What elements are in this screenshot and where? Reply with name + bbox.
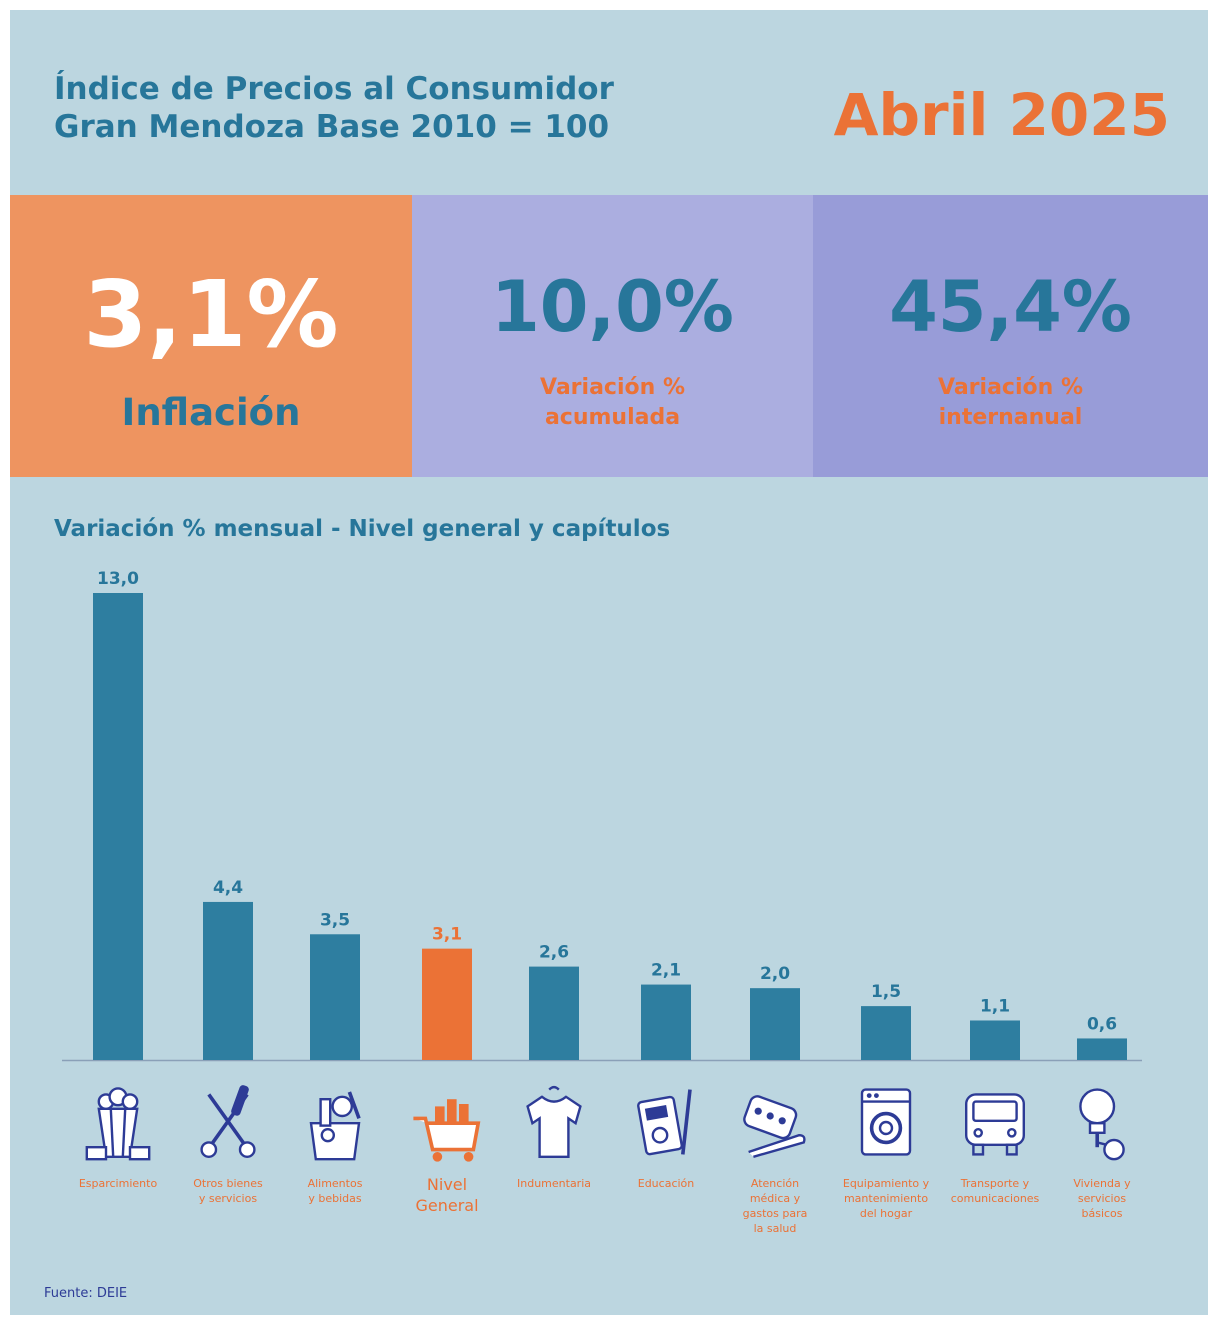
category-label-9: Vivienda y servicios básicos xyxy=(1047,1176,1157,1221)
bar-value-label-5: 2,1 xyxy=(651,961,681,981)
bar-6 xyxy=(750,988,800,1060)
bar-value-label-3: 3,1 xyxy=(432,925,462,945)
category-label-1: Otros bienes y servicios xyxy=(173,1176,283,1206)
category-label-4: Indumentaria xyxy=(499,1176,609,1191)
bar-0 xyxy=(93,593,143,1060)
category-label-0: Esparcimiento xyxy=(63,1176,173,1191)
bar-value-label-9: 0,6 xyxy=(1087,1014,1117,1034)
bar-1 xyxy=(203,902,253,1060)
category-label-8: Transporte y comunicaciones xyxy=(940,1176,1050,1206)
bar-8 xyxy=(970,1020,1020,1060)
bar-3 xyxy=(422,949,472,1060)
bar-2 xyxy=(310,934,360,1060)
bar-value-label-4: 2,6 xyxy=(539,943,569,963)
category-label-6: Atención médica y gastos para la salud xyxy=(720,1176,830,1236)
calculator-icon xyxy=(630,1082,702,1166)
category-label-2: Alimentos y bebidas xyxy=(280,1176,390,1206)
pills-icon xyxy=(739,1082,811,1166)
bar-value-label-7: 1,5 xyxy=(871,982,901,1002)
bar-value-label-6: 2,0 xyxy=(760,964,790,984)
bar-value-label-0: 13,0 xyxy=(97,569,139,589)
bar-value-label-2: 3,5 xyxy=(320,910,350,930)
tshirt-icon xyxy=(518,1082,590,1166)
bar-9 xyxy=(1077,1038,1127,1060)
washing-machine-icon xyxy=(850,1082,922,1166)
shopping-cart-icon xyxy=(411,1082,483,1166)
bar-7 xyxy=(861,1006,911,1060)
scissors-icon xyxy=(192,1082,264,1166)
category-label-3: Nivel General xyxy=(392,1174,502,1216)
bar-5 xyxy=(641,985,691,1060)
lightbulb-key-icon xyxy=(1066,1082,1138,1166)
popcorn-icon xyxy=(82,1082,154,1166)
bar-value-label-1: 4,4 xyxy=(213,878,243,898)
category-label-5: Educación xyxy=(611,1176,721,1191)
bar-4 xyxy=(529,967,579,1060)
source-note: Fuente: DEIE xyxy=(44,1286,127,1301)
bar-value-label-8: 1,1 xyxy=(980,996,1010,1016)
grocery-bag-icon xyxy=(299,1082,371,1166)
category-label-7: Equipamiento y mantenimiento del hogar xyxy=(831,1176,941,1221)
bus-icon xyxy=(959,1082,1031,1166)
